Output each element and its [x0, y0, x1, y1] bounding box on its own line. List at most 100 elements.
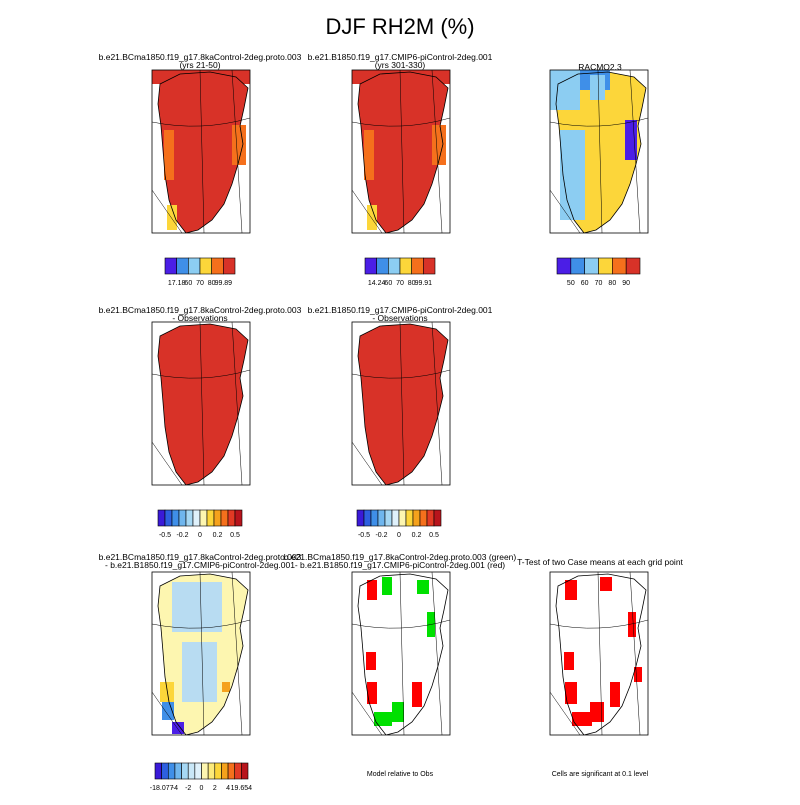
- colorbar-label: 80: [408, 280, 416, 287]
- graticule: [352, 322, 450, 485]
- grid-cells: [162, 702, 174, 720]
- colorbar-box: [419, 509, 428, 527]
- colorbar-box: [221, 762, 229, 780]
- colorbar-label: 2: [213, 785, 217, 792]
- grid-cells: [564, 652, 574, 670]
- colorbar-box: [201, 762, 209, 780]
- land: [158, 324, 248, 485]
- colorbar-box: [363, 509, 372, 527]
- colorbar-box: [187, 762, 196, 780]
- grid-cells: [367, 682, 377, 704]
- grid-cells: [572, 712, 592, 726]
- coastline: [157, 573, 249, 735]
- colorbar-box: [213, 509, 222, 527]
- grid-cells: [412, 682, 422, 707]
- map-inner: [550, 70, 648, 233]
- land: [556, 574, 646, 735]
- colorbar-box: [398, 509, 407, 527]
- land: [358, 574, 448, 735]
- colorbar-box: [584, 257, 599, 275]
- colorbar-label: 70: [196, 280, 204, 287]
- map-frame: [151, 69, 251, 234]
- colorbar-box: [426, 509, 435, 527]
- map-inner: [152, 70, 250, 233]
- grid-cells: [232, 125, 246, 165]
- panel-title: b.e21.BCma1850.f19_g17.8kaControl-2deg.p…: [99, 52, 302, 62]
- colorbar-box: [433, 509, 442, 527]
- coastline: [357, 71, 449, 233]
- panel-title: b.e21.B1850.f19_g17.CMIP6-piControl-2deg…: [308, 52, 493, 62]
- colorbar-box: [370, 509, 379, 527]
- colorbar-label: 0.5: [230, 532, 240, 539]
- graticule: [152, 322, 250, 485]
- colorbar-box: [384, 509, 393, 527]
- panel-title: RACMO2.3: [578, 62, 622, 72]
- figure-title: DJF RH2M (%): [325, 14, 474, 39]
- land: [158, 72, 248, 233]
- graticule: [550, 572, 648, 735]
- grid-cells: [432, 125, 446, 165]
- colorbar-label: 19.654: [231, 785, 253, 792]
- colorbar-box: [154, 762, 162, 780]
- map-inner: [152, 572, 250, 735]
- grid-cells: [565, 580, 577, 600]
- colorbar-box: [188, 257, 201, 275]
- grid-cells: [172, 722, 184, 734]
- colorbar-box: [164, 509, 173, 527]
- colorbar-label: -2: [185, 785, 191, 792]
- map: [351, 69, 451, 234]
- colorbar-box: [376, 257, 389, 275]
- panel-title: - Observations: [172, 313, 227, 323]
- map-inner: [352, 322, 450, 485]
- land: [358, 324, 448, 485]
- map-inner: [152, 322, 250, 485]
- grid-cells: [634, 667, 642, 682]
- colorbar-label: 80: [608, 280, 616, 287]
- colorbar-box: [227, 762, 236, 780]
- colorbar-label: 70: [595, 280, 603, 287]
- map: [351, 321, 451, 486]
- grid-cells: [366, 652, 376, 670]
- colorbar-box: [199, 509, 208, 527]
- graticule: [352, 70, 450, 233]
- colorbar-box: [171, 509, 180, 527]
- map-inner: [352, 70, 450, 233]
- colorbar-box: [241, 762, 249, 780]
- panel-title: b.e21.BCma1850.f19_g17.8kaControl-2deg.p…: [99, 552, 302, 562]
- map-frame: [351, 69, 451, 234]
- panel-note: Cells are significant at 0.1 level: [552, 771, 649, 778]
- panel-note: Model relative to Obs: [367, 771, 434, 778]
- colorbar-box: [423, 257, 436, 275]
- panel-title: (yrs 21-50): [179, 60, 220, 70]
- map: [151, 321, 251, 486]
- colorbar-label: -0.5: [358, 532, 370, 539]
- grid-cells: [628, 612, 636, 637]
- colorbar-label: 17.18: [168, 280, 186, 287]
- colorbar-box: [364, 257, 377, 275]
- grid-cells: [565, 682, 577, 704]
- colorbar-label: 70: [396, 280, 404, 287]
- panel-title: - Observations: [372, 313, 427, 323]
- colorbar-box: [625, 257, 641, 275]
- map-frame: [549, 69, 649, 234]
- colorbar-box: [161, 762, 169, 780]
- panel-title: b.e21.BCma1850.f19_g17.8kaControl-2deg.p…: [284, 552, 517, 562]
- colorbar-box: [206, 509, 215, 527]
- colorbar-box: [570, 257, 585, 275]
- panel-title: T-Test of two Case means at each grid po…: [517, 557, 683, 567]
- graticule: [550, 70, 648, 233]
- graticule: [152, 70, 250, 233]
- colorbar-label: 0.5: [429, 532, 439, 539]
- colorbar-box: [176, 257, 189, 275]
- colorbar-box: [211, 257, 224, 275]
- coastline: [357, 573, 449, 735]
- grid-cells: [382, 577, 392, 595]
- graticule: [352, 572, 450, 735]
- map-frame: [351, 321, 451, 486]
- colorbar-label: 99.89: [215, 280, 233, 287]
- map: [549, 571, 649, 736]
- grid-cells: [392, 702, 404, 722]
- panel-title: (yrs 301-330): [375, 60, 426, 70]
- colorbar-label: 0.2: [213, 532, 223, 539]
